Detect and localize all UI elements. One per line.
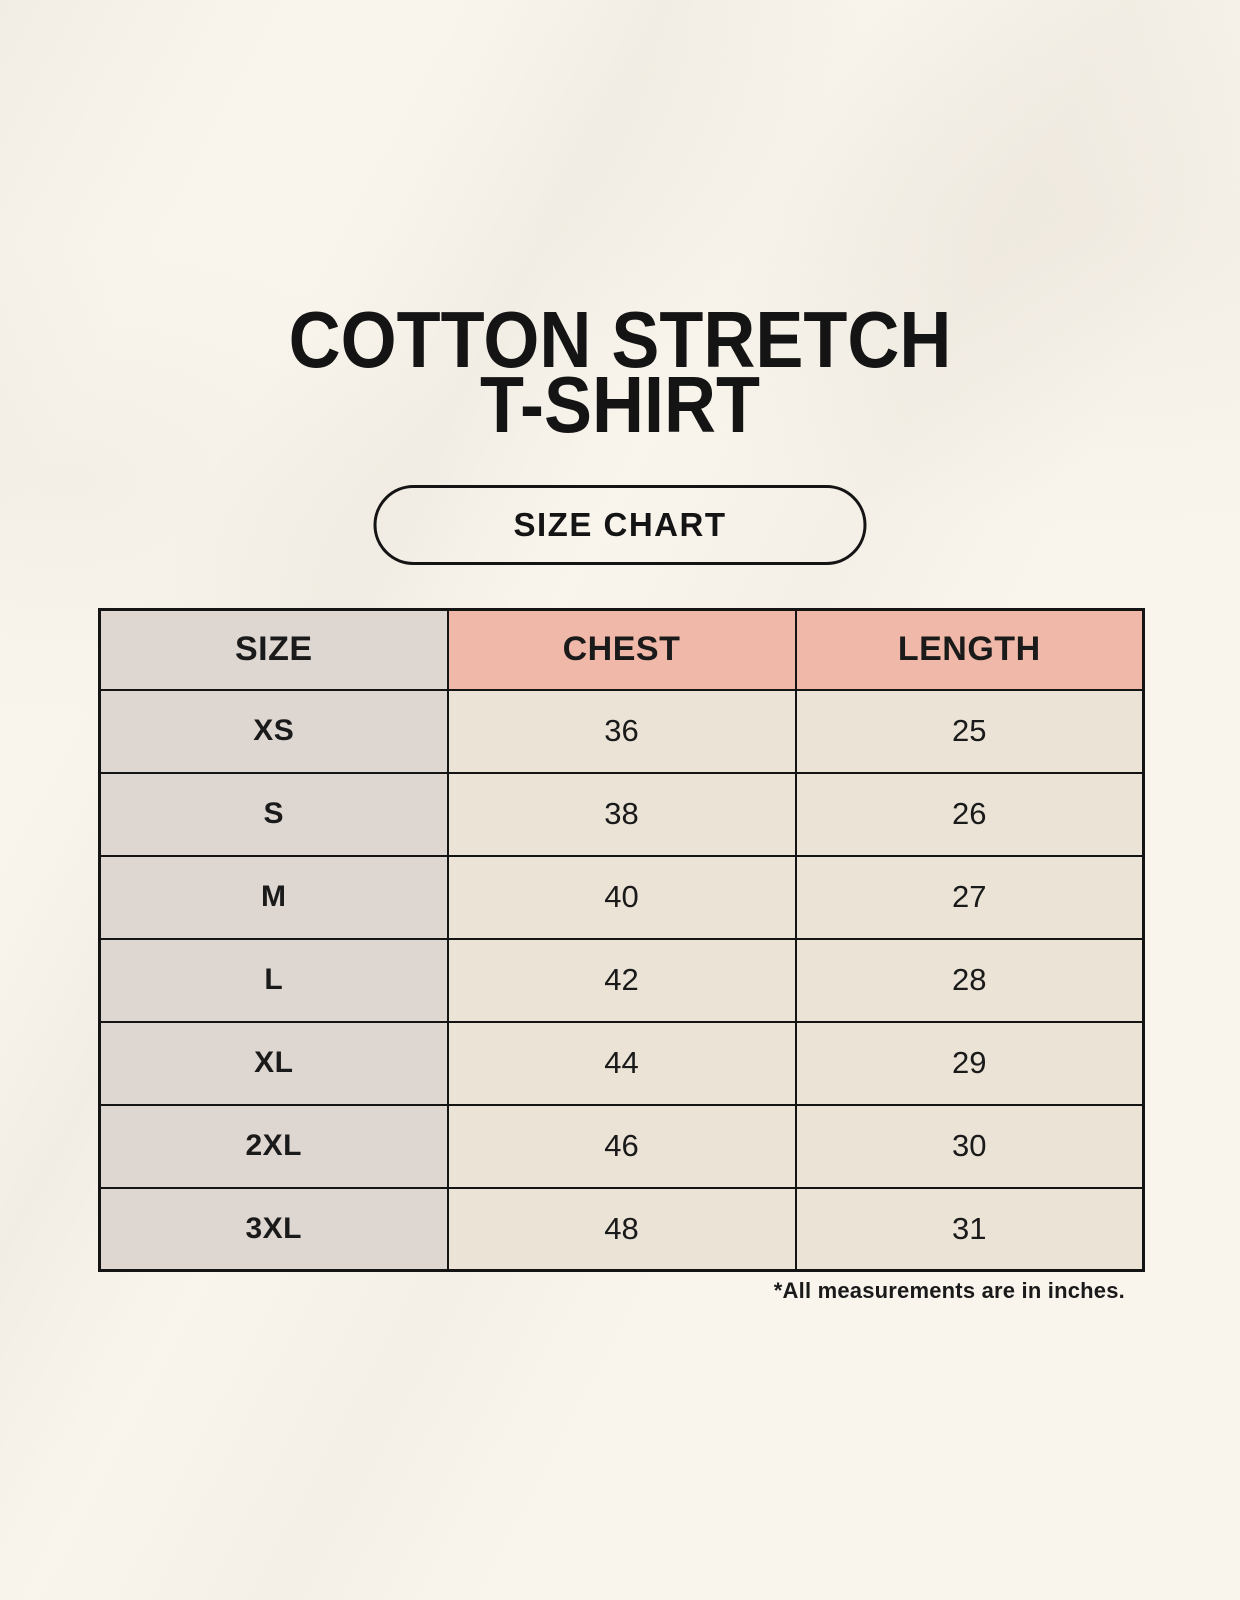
chest-value: 48: [446, 1186, 797, 1272]
table-row-xl: XL 44 29: [98, 1020, 1145, 1106]
size-label: XS: [98, 688, 449, 774]
chest-value: 38: [446, 771, 797, 857]
size-label: 2XL: [98, 1103, 449, 1189]
chest-value: 46: [446, 1103, 797, 1189]
table-row-l: L 42 28: [98, 937, 1145, 1023]
size-label: XL: [98, 1020, 449, 1106]
table-header-row: SIZE CHEST LENGTH: [98, 608, 1145, 691]
column-header-size: SIZE: [98, 608, 449, 691]
chest-value: 42: [446, 937, 797, 1023]
measurements-footnote: *All measurements are in inches.: [773, 1278, 1125, 1303]
size-table: SIZE CHEST LENGTH XS 36 25 S 38 26 M 40 …: [98, 608, 1145, 1272]
chest-value: 44: [446, 1020, 797, 1106]
column-header-length: LENGTH: [794, 608, 1145, 691]
length-value: 25: [794, 688, 1145, 774]
length-value: 31: [794, 1186, 1145, 1272]
length-value: 29: [794, 1020, 1145, 1106]
page-title-line-2: T-SHIRT: [480, 360, 760, 449]
table-row-xs: XS 36 25: [98, 688, 1145, 774]
table-row-m: M 40 27: [98, 854, 1145, 940]
size-label: M: [98, 854, 449, 940]
table-row-3xl: 3XL 48 31: [98, 1186, 1145, 1272]
table-row-2xl: 2XL 46 30: [98, 1103, 1145, 1189]
page-title-line-1: COTTON STRETCH: [288, 295, 952, 384]
page-title: COTTON STRETCH T-SHIRT: [62, 300, 1178, 445]
length-value: 28: [794, 937, 1145, 1023]
column-header-chest: CHEST: [446, 608, 797, 691]
length-value: 30: [794, 1103, 1145, 1189]
size-chart-badge: SIZE CHART: [373, 485, 867, 565]
chest-value: 36: [446, 688, 797, 774]
length-value: 27: [794, 854, 1145, 940]
size-label: 3XL: [98, 1186, 449, 1272]
size-chart-badge-label: SIZE CHART: [513, 506, 727, 543]
table-row-s: S 38 26: [98, 771, 1145, 857]
size-label: L: [98, 937, 449, 1023]
length-value: 26: [794, 771, 1145, 857]
size-label: S: [98, 771, 449, 857]
chest-value: 40: [446, 854, 797, 940]
